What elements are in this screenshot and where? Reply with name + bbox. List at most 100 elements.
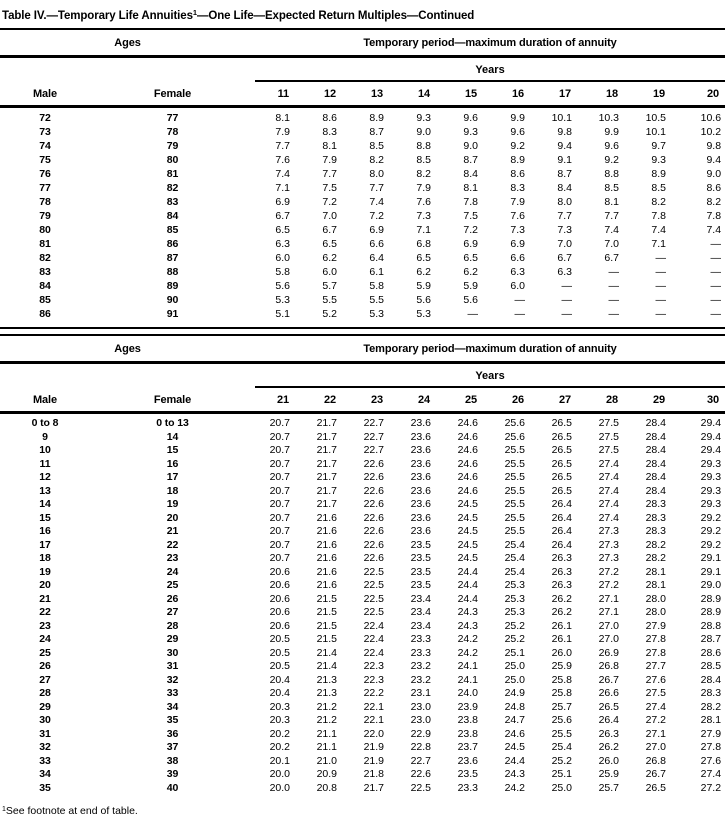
multiple-value-cell: 7.1	[416, 224, 431, 236]
multiple-value-cell: 28.4	[645, 457, 666, 470]
multiple-value-cell: 6.7	[557, 252, 572, 264]
multiple-value-cell: 23.1	[410, 687, 431, 699]
multiple-value-cell: 26.4	[551, 525, 572, 537]
female-age-cell: 79	[166, 140, 179, 152]
multiple-value-cell: —	[655, 266, 667, 278]
multiple-value-cell: 23.0	[410, 700, 431, 713]
multiple-value-cell: 25.8	[551, 687, 572, 699]
male-age-cell: 16	[39, 525, 51, 537]
male-column-header: Male	[0, 81, 90, 108]
multiple-value-cell: 5.3	[369, 308, 384, 320]
year-column-header: 13	[349, 81, 396, 108]
multiple-value-cell: 24.4	[457, 579, 478, 591]
multiple-value-cell: —	[655, 252, 667, 264]
multiple-value-cell: 25.4	[504, 538, 525, 551]
multiple-value-cell: 27.7	[645, 660, 666, 672]
table-title-prefix: Table IV.—Temporary Life Annuities	[2, 10, 193, 22]
multiple-value-cell: 7.5	[322, 182, 337, 194]
table-row: 33 38 20.1 21.0 21.9 22.7 23.6 24.4 25.2 26.0 26.8…	[0, 755, 725, 769]
years-header: Years	[255, 362, 725, 388]
multiple-value-cell: 25.2	[504, 619, 525, 632]
multiple-value-cell: 22.8	[410, 741, 431, 753]
male-age-cell: 0 to 8	[31, 417, 59, 429]
multiple-value-cell: 22.5	[363, 592, 384, 605]
multiple-value-cell: —	[561, 308, 573, 320]
year-column-header: 11	[255, 81, 302, 108]
multiple-value-cell: 20.6	[269, 619, 290, 632]
multiple-value-cell: —	[710, 238, 722, 250]
multiple-value-cell: 7.1	[651, 238, 666, 250]
annuity-table-years-21-30: Ages Temporary period—maximum duration o…	[0, 336, 725, 797]
multiple-value-cell: 5.6	[275, 280, 290, 292]
multiple-value-cell: 7.9	[510, 196, 525, 208]
multiple-value-cell: 21.4	[316, 646, 337, 659]
multiple-value-cell: 22.7	[410, 754, 431, 767]
multiple-value-cell: 7.7	[275, 140, 290, 152]
multiple-value-cell: 9.0	[706, 168, 722, 180]
male-age-cell: 77	[39, 182, 51, 194]
multiple-value-cell: 27.1	[645, 727, 666, 740]
multiple-value-cell: 24.4	[457, 565, 478, 578]
multiple-value-cell: 22.7	[363, 430, 384, 443]
male-age-cell: 33	[39, 754, 51, 767]
table-row: 34 39 20.0 20.9 21.8 22.6 23.5 24.3 25.1 25.9 26.7…	[0, 768, 725, 782]
multiple-value-cell: —	[561, 280, 573, 292]
multiple-value-cell: 5.8	[369, 280, 384, 292]
multiple-value-cell: 20.0	[269, 781, 290, 794]
multiple-value-cell: 20.7	[269, 538, 290, 551]
year-column-header: 21	[255, 387, 302, 414]
multiple-value-cell: 25.3	[504, 592, 525, 605]
multiple-value-cell: 23.5	[410, 552, 431, 564]
multiple-value-cell: 7.6	[416, 196, 431, 208]
multiple-value-cell: 23.6	[410, 484, 431, 497]
multiple-value-cell: 28.9	[700, 606, 722, 618]
multiple-value-cell: 22.6	[363, 498, 384, 510]
multiple-value-cell: 8.9	[651, 168, 666, 180]
multiple-value-cell: —	[608, 294, 620, 306]
table-body: 72 77 8.1 8.6 8.9 9.3 9.6 9.9 10.1 10.3 10.5 10.6 73…	[0, 107, 725, 325]
years-header-spacer	[0, 363, 255, 388]
multiple-value-cell: 27.2	[700, 781, 722, 794]
table-row: 16 21 20.7 21.6 22.6 23.6 24.5 25.5 26.4 27.3 28.3…	[0, 525, 725, 539]
multiple-value-cell: 6.0	[510, 280, 525, 292]
multiple-value-cell: 10.1	[645, 126, 666, 138]
male-age-cell: 73	[39, 126, 51, 138]
multiple-value-cell: 5.5	[369, 294, 384, 306]
multiple-value-cell: 8.8	[604, 168, 619, 180]
male-age-cell: 20	[39, 579, 51, 591]
multiple-value-cell: 20.3	[269, 700, 290, 713]
multiple-value-cell: 6.2	[322, 252, 337, 264]
male-age-cell: 23	[39, 619, 51, 632]
multiple-value-cell: 23.6	[457, 754, 478, 767]
multiple-value-cell: 8.2	[651, 196, 666, 208]
multiple-value-cell: 23.8	[457, 714, 478, 726]
multiple-value-cell: —	[467, 308, 479, 320]
multiple-value-cell: 27.4	[598, 498, 619, 510]
year-column-header: 15	[443, 81, 490, 108]
female-age-cell: 38	[166, 754, 179, 767]
table-row: 13 18 20.7 21.7 22.6 23.6 24.6 25.5 26.5 27.4 28.4…	[0, 485, 725, 499]
multiple-value-cell: 8.2	[369, 154, 384, 166]
female-age-cell: 27	[166, 606, 179, 618]
multiple-value-cell: 24.6	[457, 417, 478, 429]
multiple-value-cell: 7.3	[510, 224, 525, 236]
multiple-value-cell: 5.6	[463, 294, 478, 306]
table-row: 14 19 20.7 21.7 22.6 23.6 24.5 25.5 26.4 27.4 28.3…	[0, 498, 725, 512]
multiple-value-cell: 7.6	[275, 154, 290, 166]
multiple-value-cell: 6.5	[275, 224, 290, 236]
multiple-value-cell: 21.2	[316, 700, 337, 713]
multiple-value-cell: 27.4	[598, 457, 619, 470]
multiple-value-cell: 28.2	[700, 700, 722, 713]
multiple-value-cell: 9.9	[604, 126, 619, 138]
male-age-cell: 30	[39, 714, 51, 726]
multiple-value-cell: 28.4	[700, 673, 722, 686]
male-age-cell: 28	[39, 687, 51, 699]
multiple-value-cell: 27.3	[598, 525, 619, 537]
multiple-value-cell: 21.7	[316, 471, 337, 483]
multiple-value-cell: 8.5	[604, 182, 619, 194]
multiple-value-cell: 26.3	[598, 727, 619, 740]
temporary-period-header: Temporary period—maximum duration of ann…	[255, 336, 725, 364]
female-age-cell: 23	[166, 552, 179, 564]
multiple-value-cell: 6.1	[369, 266, 384, 278]
male-age-cell: 18	[39, 552, 51, 564]
